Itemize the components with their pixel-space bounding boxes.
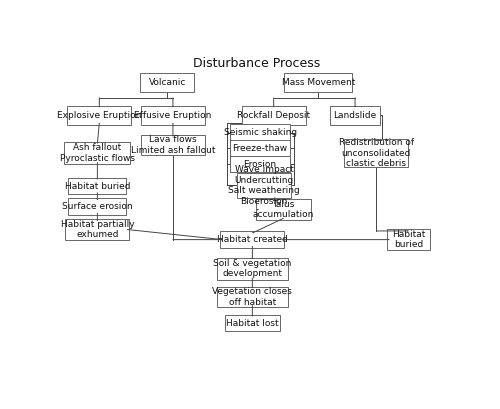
FancyBboxPatch shape xyxy=(68,178,126,194)
FancyBboxPatch shape xyxy=(64,142,130,164)
FancyBboxPatch shape xyxy=(68,198,126,215)
Text: Redistribution of
unconsolidated
clastic debris: Redistribution of unconsolidated clastic… xyxy=(339,138,414,168)
Text: Talus
accumulation: Talus accumulation xyxy=(252,200,314,219)
Text: Surface erosion: Surface erosion xyxy=(62,202,132,211)
Text: Seismic shaking: Seismic shaking xyxy=(224,128,296,137)
Text: Mass Movement: Mass Movement xyxy=(282,78,355,87)
Text: Effusive Eruption: Effusive Eruption xyxy=(134,111,212,120)
Text: Habitat buried: Habitat buried xyxy=(64,182,130,191)
FancyBboxPatch shape xyxy=(66,219,130,240)
FancyBboxPatch shape xyxy=(230,124,290,141)
FancyBboxPatch shape xyxy=(330,106,380,125)
FancyBboxPatch shape xyxy=(387,229,430,250)
FancyBboxPatch shape xyxy=(230,140,290,157)
Text: Vegetation closes
off habitat: Vegetation closes off habitat xyxy=(212,287,292,307)
FancyBboxPatch shape xyxy=(141,135,205,155)
FancyBboxPatch shape xyxy=(216,287,288,307)
FancyBboxPatch shape xyxy=(68,106,132,125)
FancyBboxPatch shape xyxy=(242,106,306,125)
Text: Habitat created: Habitat created xyxy=(217,235,288,244)
Text: Habitat
buried: Habitat buried xyxy=(392,230,425,249)
Text: Ash fallout
Pyroclastic flows: Ash fallout Pyroclastic flows xyxy=(60,143,135,163)
Text: Soil & vegetation
development: Soil & vegetation development xyxy=(213,259,292,278)
FancyBboxPatch shape xyxy=(344,139,408,167)
FancyBboxPatch shape xyxy=(141,106,205,125)
Text: Freeze-thaw: Freeze-thaw xyxy=(232,144,287,153)
FancyBboxPatch shape xyxy=(237,173,291,198)
FancyBboxPatch shape xyxy=(220,231,284,248)
FancyBboxPatch shape xyxy=(284,73,352,92)
FancyBboxPatch shape xyxy=(216,258,288,280)
Text: Explosive Eruption: Explosive Eruption xyxy=(57,111,142,120)
Text: Rockfall Deposit: Rockfall Deposit xyxy=(237,111,310,120)
Text: Disturbance Process: Disturbance Process xyxy=(192,57,320,70)
FancyBboxPatch shape xyxy=(230,156,290,172)
FancyBboxPatch shape xyxy=(140,73,194,92)
Text: Lava flows
Limited ash fallout: Lava flows Limited ash fallout xyxy=(130,135,215,155)
FancyBboxPatch shape xyxy=(256,200,310,220)
FancyBboxPatch shape xyxy=(225,315,280,331)
Text: Volcanic: Volcanic xyxy=(148,78,186,87)
Text: Wave impact
Undercutting
Salt weathering
Bioerosion: Wave impact Undercutting Salt weathering… xyxy=(228,165,300,206)
Text: Landslide: Landslide xyxy=(334,111,376,120)
Text: Habitat partially
exhumed: Habitat partially exhumed xyxy=(60,220,134,239)
Text: Habitat lost: Habitat lost xyxy=(226,319,278,328)
Text: Erosion: Erosion xyxy=(244,160,276,169)
